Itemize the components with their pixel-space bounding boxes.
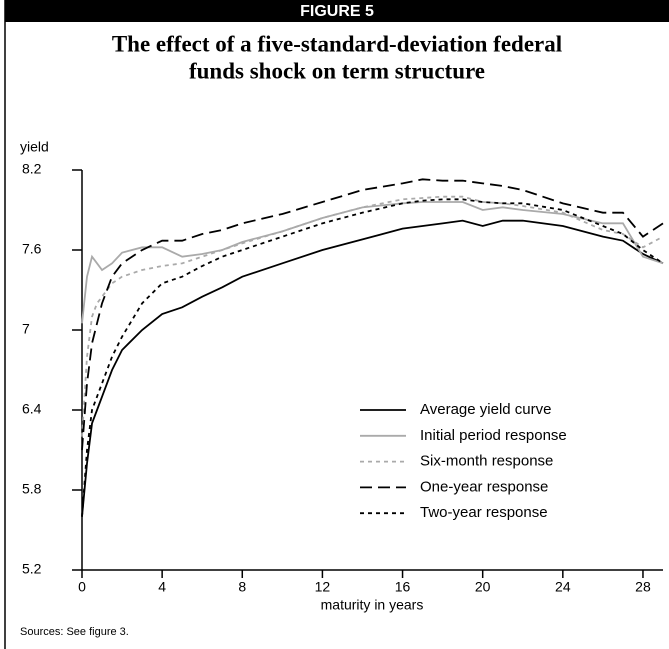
x-tick-label: 4 [158,579,166,595]
y-tick-label: 8.2 [22,161,42,177]
x-tick-label: 20 [475,579,491,595]
x-axis-label: maturity in years [321,597,424,613]
x-tick-label: 12 [315,579,331,595]
y-tick-label: 6.4 [22,401,42,417]
header: FIGURE 5 [300,3,374,20]
y-tick-label: 5.2 [22,561,42,577]
legend-label: One-year response [420,478,548,495]
series-line [81,178,664,451]
series-line [81,201,664,324]
header-bar [5,0,669,22]
y-tick-label: 7.6 [22,241,42,257]
legend-label: Average yield curve [420,401,551,418]
x-tick-label: 24 [555,579,571,595]
x-tick-label: 28 [635,579,651,595]
chart-title: The effect of a five-standard-deviation … [112,31,562,56]
legend-label: Initial period response [420,427,567,444]
series-line [81,219,664,517]
chart-subtitle: funds shock on term structure [189,58,485,83]
source: Sources: See figure 3. [20,626,129,638]
x-tick-label: 0 [78,579,86,595]
x-tick-label: 8 [238,579,246,595]
x-tick-label: 16 [395,579,411,595]
series-line [81,195,664,437]
y-axis-label: yield [20,139,49,155]
y-tick-label: 7 [22,321,30,337]
y-tick-label: 5.8 [22,481,42,497]
legend-label: Six-month response [420,453,553,470]
legend-label: Two-year response [420,504,548,521]
series-line [81,198,664,517]
